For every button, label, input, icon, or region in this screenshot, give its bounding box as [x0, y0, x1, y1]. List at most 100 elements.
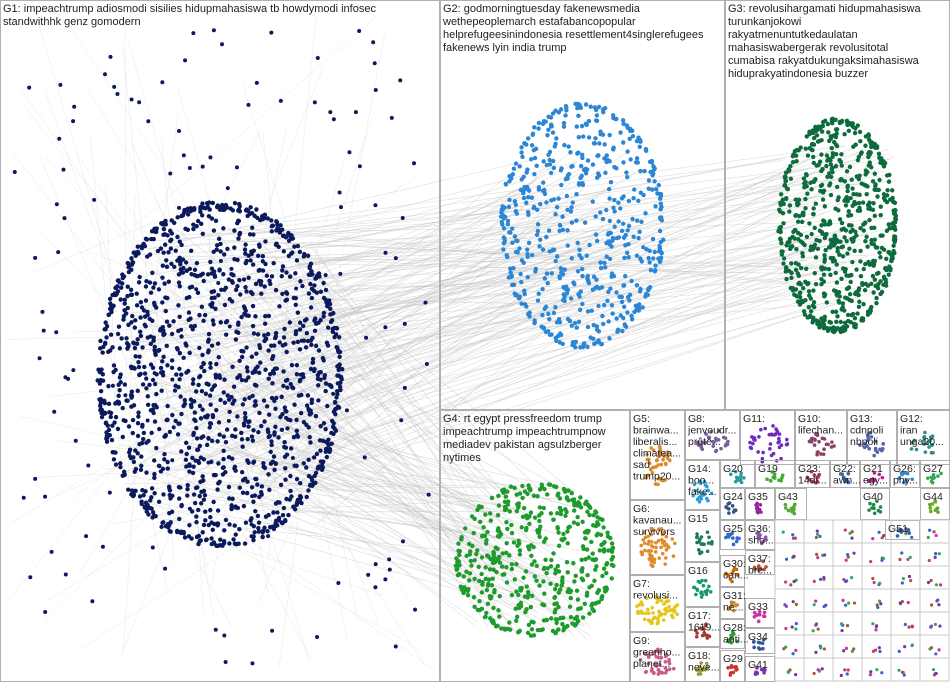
edge	[196, 169, 556, 360]
node	[284, 270, 289, 275]
node	[484, 587, 490, 593]
node	[828, 255, 834, 261]
node	[826, 442, 830, 447]
node	[564, 560, 570, 565]
node	[284, 349, 289, 355]
node	[502, 572, 507, 577]
node	[130, 313, 135, 319]
node	[253, 314, 258, 319]
node	[589, 308, 594, 313]
node	[934, 652, 938, 656]
node	[594, 533, 599, 538]
edge	[301, 225, 865, 362]
node	[757, 568, 761, 572]
node	[236, 541, 241, 546]
node	[187, 469, 192, 474]
node	[832, 258, 838, 263]
node	[268, 281, 273, 287]
node	[928, 502, 932, 507]
edge	[271, 149, 868, 335]
node	[556, 543, 562, 549]
node	[699, 445, 704, 450]
node	[854, 267, 859, 272]
node	[898, 601, 902, 605]
node	[222, 400, 228, 405]
node	[229, 505, 235, 510]
node	[283, 342, 288, 347]
node	[314, 321, 319, 326]
node	[590, 287, 596, 292]
group-label: sad	[633, 459, 650, 471]
node	[937, 648, 941, 652]
node	[234, 329, 239, 334]
node	[572, 616, 578, 621]
node	[665, 450, 670, 455]
node	[259, 484, 265, 489]
node	[732, 600, 736, 605]
node	[332, 426, 337, 431]
node	[662, 454, 667, 459]
group-label: cumabisa rakyatdukungaksimahasiswa	[728, 55, 920, 67]
node	[801, 285, 806, 291]
node	[298, 372, 303, 377]
node	[174, 372, 179, 377]
node	[558, 266, 564, 271]
node	[262, 338, 267, 344]
node	[507, 179, 512, 184]
node	[611, 145, 616, 150]
node	[491, 549, 496, 555]
node	[574, 218, 579, 223]
node	[250, 661, 255, 666]
node	[706, 488, 711, 493]
node	[101, 344, 106, 350]
node	[557, 496, 563, 501]
node	[834, 184, 840, 190]
node	[877, 530, 881, 534]
node	[751, 441, 755, 446]
node	[934, 533, 938, 538]
node	[308, 281, 313, 287]
node	[251, 232, 256, 237]
edge	[177, 87, 298, 515]
node	[167, 492, 172, 498]
node	[576, 319, 582, 325]
node	[855, 157, 861, 163]
edge	[133, 16, 377, 227]
node	[200, 352, 205, 358]
node	[209, 216, 215, 221]
node	[814, 650, 818, 655]
node	[187, 350, 192, 356]
node	[856, 304, 862, 310]
node	[265, 331, 271, 337]
node	[807, 477, 811, 482]
node	[192, 410, 198, 415]
node	[695, 535, 699, 540]
node	[495, 512, 501, 518]
node	[210, 527, 215, 533]
node	[308, 411, 314, 416]
node	[652, 557, 657, 562]
node	[553, 211, 558, 217]
node	[184, 343, 189, 348]
node	[811, 212, 816, 217]
node	[821, 452, 826, 457]
node	[532, 559, 537, 564]
edge	[8, 363, 200, 600]
node	[580, 266, 585, 272]
node	[184, 208, 189, 213]
edge	[41, 232, 297, 502]
node	[249, 434, 255, 439]
node	[340, 366, 345, 372]
edge	[150, 379, 551, 501]
node	[326, 442, 331, 448]
node	[221, 456, 226, 462]
node	[853, 290, 859, 295]
node	[261, 461, 266, 466]
node	[283, 477, 288, 482]
node	[102, 327, 107, 332]
edge	[140, 495, 419, 649]
node	[242, 541, 248, 546]
edge	[45, 477, 250, 602]
node	[192, 500, 198, 506]
node	[575, 151, 580, 156]
